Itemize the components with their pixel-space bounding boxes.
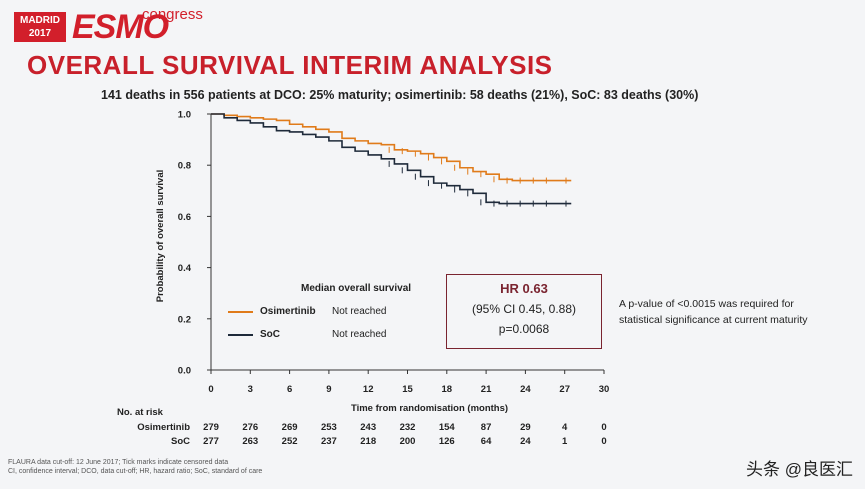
risk-cell: 126 <box>439 436 455 447</box>
badge-line1: MADRID <box>20 15 60 26</box>
risk-cell: 276 <box>242 422 258 433</box>
p-value-annotation: A p-value of <0.0015 was required for st… <box>619 296 808 328</box>
x-tick-label: 21 <box>481 384 492 395</box>
brand-tag: congress <box>142 6 203 23</box>
legend-title: Median overall survival <box>301 283 412 294</box>
slide-subtitle: 141 deaths in 556 patients at DCO: 25% m… <box>101 88 699 102</box>
y-tick-label: 0.6 <box>178 212 191 223</box>
risk-cell: 1 <box>562 436 568 447</box>
risk-cell: 232 <box>400 422 416 433</box>
series-line-soc <box>211 113 572 205</box>
series-line-osimertinib <box>211 113 572 182</box>
x-tick-label: 24 <box>520 384 531 395</box>
y-tick-label: 0.8 <box>178 161 191 172</box>
y-tick-label: 1.0 <box>178 110 191 121</box>
risk-cell: 24 <box>520 436 531 447</box>
legend-soc-value: Not reached <box>332 329 387 340</box>
x-tick-label: 3 <box>248 384 253 395</box>
legend-osimertinib-value: Not reached <box>332 306 387 317</box>
risk-cell: 218 <box>360 436 376 447</box>
x-tick-label: 6 <box>287 384 292 395</box>
footnote-line2: CI, confidence interval; DCO, data cut-o… <box>8 468 263 475</box>
p-value: p=0.0068 <box>498 322 550 336</box>
risk-cell: 253 <box>321 422 337 433</box>
risk-cell: 29 <box>520 422 531 433</box>
legend-soc-name: SoC <box>260 329 280 340</box>
risk-cell: 0 <box>601 422 606 433</box>
risk-cell: 269 <box>282 422 298 433</box>
y-tick-label: 0.0 <box>178 366 191 377</box>
x-axis-label: Time from randomisation (months) <box>351 403 508 414</box>
hazard-ratio-box: HR 0.63 (95% CI 0.45, 0.88) p=0.0068 <box>446 274 602 349</box>
risk-cell: 243 <box>360 422 376 433</box>
risk-cell: 200 <box>400 436 416 447</box>
y-axis-label: Probability of overall survival <box>155 170 166 303</box>
risk-cell: 87 <box>481 422 492 433</box>
risk-cell: 64 <box>481 436 492 447</box>
risk-cell: 263 <box>242 436 258 447</box>
x-tick-label: 0 <box>208 384 213 395</box>
risk-cell: 154 <box>439 422 456 433</box>
x-tick-label: 12 <box>363 384 374 395</box>
risk-table-header: No. at risk <box>117 407 164 418</box>
risk-cell: 237 <box>321 436 337 447</box>
x-tick-label: 15 <box>402 384 413 395</box>
y-tick-label: 0.4 <box>178 263 192 274</box>
badge-line2: 2017 <box>28 28 52 39</box>
x-tick-label: 18 <box>442 384 453 395</box>
risk-cell: 252 <box>282 436 298 447</box>
legend-osimertinib-name: Osimertinib <box>260 306 316 317</box>
risk-row-label: SoC <box>171 436 190 447</box>
x-tick-label: 27 <box>559 384 570 395</box>
y-tick-label: 0.2 <box>178 314 191 325</box>
x-tick-label: 9 <box>326 384 331 395</box>
footnote-line1: FLAURA data cut-off: 12 June 2017; Tick … <box>8 459 229 466</box>
risk-row-label: Osimertinib <box>137 422 190 433</box>
risk-cell: 279 <box>203 422 219 433</box>
annotation-line1: A p-value of <0.0015 was required for <box>619 298 794 310</box>
risk-cell: 4 <box>562 422 568 433</box>
x-tick-label: 30 <box>599 384 610 395</box>
slide-title: OVERALL SURVIVAL INTERIM ANALYSIS <box>27 50 553 80</box>
brand-name: ESMO <box>72 8 169 46</box>
risk-cell: 0 <box>601 436 606 447</box>
risk-cell: 277 <box>203 436 219 447</box>
hazard-ratio: HR 0.63 <box>500 281 548 296</box>
annotation-line2: statistical significance at current matu… <box>619 314 808 326</box>
confidence-interval: (95% CI 0.45, 0.88) <box>471 302 577 316</box>
watermark: 头条 @良医汇 <box>746 460 853 479</box>
madrid-badge: MADRID 2017 <box>14 12 66 42</box>
